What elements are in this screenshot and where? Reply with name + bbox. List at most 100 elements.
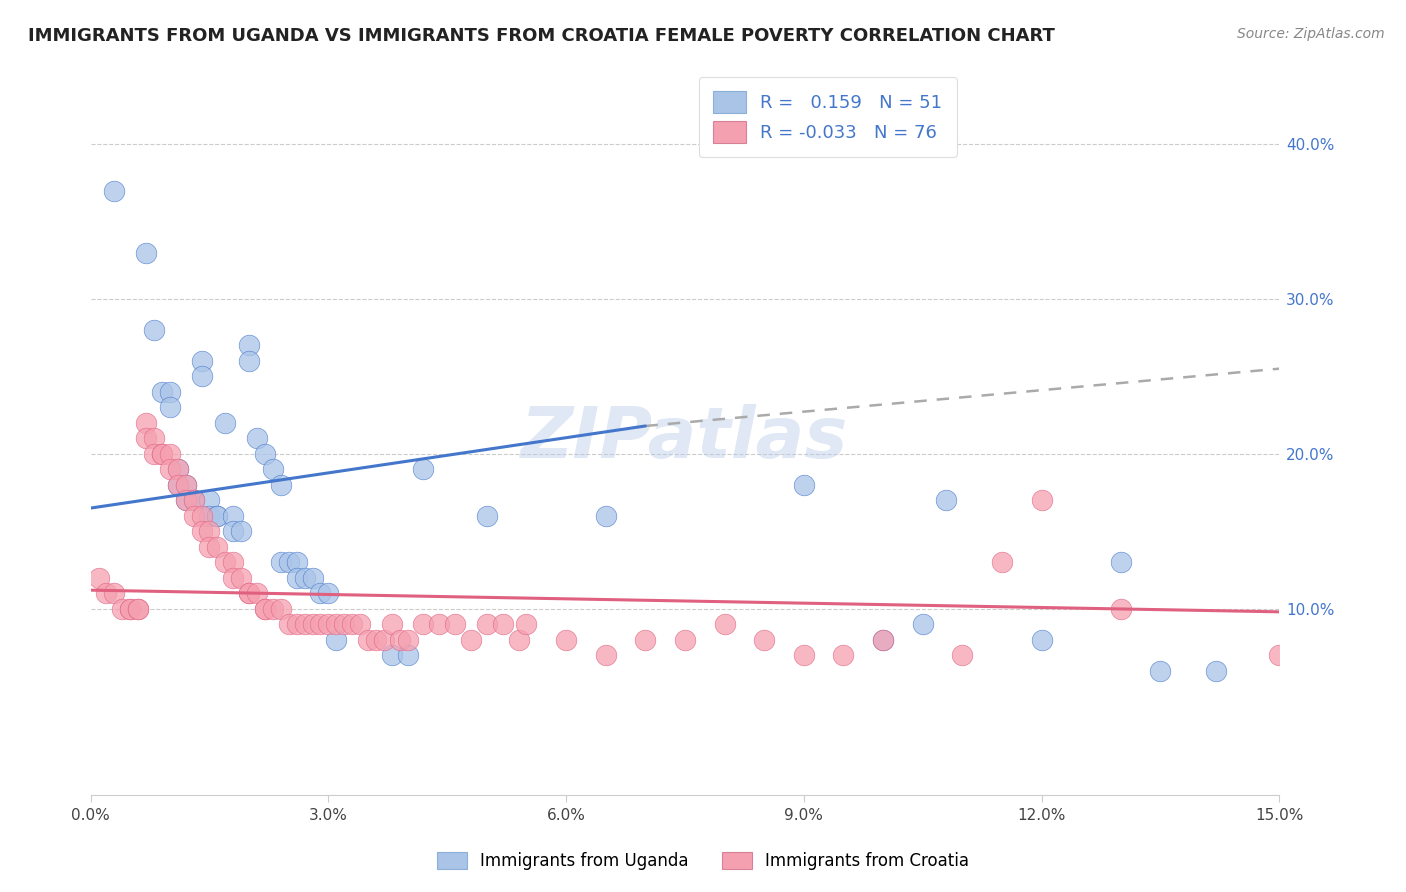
Point xyxy=(214,416,236,430)
Point xyxy=(991,555,1014,569)
Point xyxy=(285,571,308,585)
Point xyxy=(238,586,260,600)
Point xyxy=(214,555,236,569)
Point xyxy=(277,555,299,569)
Point xyxy=(174,478,197,492)
Point xyxy=(253,601,276,615)
Point xyxy=(950,648,973,663)
Point xyxy=(444,617,467,632)
Point xyxy=(634,632,657,647)
Point xyxy=(198,524,221,539)
Point xyxy=(911,617,934,632)
Point xyxy=(872,632,894,647)
Point xyxy=(309,617,332,632)
Point xyxy=(832,648,855,663)
Point xyxy=(333,617,356,632)
Point xyxy=(222,555,245,569)
Point xyxy=(301,571,323,585)
Point xyxy=(166,462,188,476)
Point xyxy=(127,601,149,615)
Point xyxy=(1268,648,1291,663)
Point xyxy=(143,323,166,337)
Point xyxy=(246,586,269,600)
Point xyxy=(143,447,166,461)
Point xyxy=(515,617,537,632)
Point xyxy=(253,447,276,461)
Point xyxy=(325,617,347,632)
Point xyxy=(294,617,316,632)
Point xyxy=(1205,664,1227,678)
Point xyxy=(183,493,205,508)
Point xyxy=(183,493,205,508)
Point xyxy=(150,447,173,461)
Point xyxy=(150,447,173,461)
Legend: Immigrants from Uganda, Immigrants from Croatia: Immigrants from Uganda, Immigrants from … xyxy=(430,845,976,877)
Point xyxy=(150,384,173,399)
Point xyxy=(231,524,253,539)
Point xyxy=(935,493,957,508)
Point xyxy=(87,571,110,585)
Point xyxy=(285,617,308,632)
Point xyxy=(340,617,363,632)
Point xyxy=(238,586,260,600)
Point xyxy=(508,632,530,647)
Point xyxy=(143,431,166,445)
Point xyxy=(381,648,404,663)
Point xyxy=(1031,632,1053,647)
Point xyxy=(127,601,149,615)
Point xyxy=(246,431,269,445)
Point xyxy=(1109,555,1132,569)
Point xyxy=(238,338,260,352)
Point xyxy=(412,617,434,632)
Point xyxy=(793,478,815,492)
Point xyxy=(103,586,125,600)
Point xyxy=(198,493,221,508)
Point xyxy=(159,462,181,476)
Point xyxy=(222,571,245,585)
Text: ZIPatlas: ZIPatlas xyxy=(522,404,849,473)
Point xyxy=(190,354,212,368)
Point xyxy=(183,508,205,523)
Point xyxy=(135,416,157,430)
Point xyxy=(174,493,197,508)
Point xyxy=(364,632,387,647)
Point xyxy=(270,555,292,569)
Point xyxy=(96,586,118,600)
Point xyxy=(262,462,284,476)
Point xyxy=(373,632,395,647)
Point xyxy=(207,508,229,523)
Point xyxy=(1109,601,1132,615)
Point xyxy=(190,508,212,523)
Point xyxy=(159,401,181,415)
Text: Source: ZipAtlas.com: Source: ZipAtlas.com xyxy=(1237,27,1385,41)
Point xyxy=(190,524,212,539)
Point xyxy=(412,462,434,476)
Point xyxy=(270,601,292,615)
Point xyxy=(475,617,498,632)
Point xyxy=(595,508,617,523)
Point xyxy=(713,617,735,632)
Point xyxy=(174,478,197,492)
Point xyxy=(357,632,380,647)
Point xyxy=(475,508,498,523)
Text: IMMIGRANTS FROM UGANDA VS IMMIGRANTS FROM CROATIA FEMALE POVERTY CORRELATION CHA: IMMIGRANTS FROM UGANDA VS IMMIGRANTS FRO… xyxy=(28,27,1054,45)
Point xyxy=(270,478,292,492)
Point xyxy=(555,632,578,647)
Point xyxy=(135,431,157,445)
Point xyxy=(183,493,205,508)
Point xyxy=(318,617,340,632)
Point xyxy=(318,586,340,600)
Point xyxy=(166,478,188,492)
Point xyxy=(349,617,371,632)
Point xyxy=(277,617,299,632)
Point xyxy=(231,571,253,585)
Point xyxy=(135,245,157,260)
Point xyxy=(381,617,404,632)
Point xyxy=(253,601,276,615)
Point xyxy=(198,540,221,554)
Point xyxy=(285,555,308,569)
Point xyxy=(174,493,197,508)
Point xyxy=(262,601,284,615)
Point xyxy=(222,508,245,523)
Point xyxy=(159,447,181,461)
